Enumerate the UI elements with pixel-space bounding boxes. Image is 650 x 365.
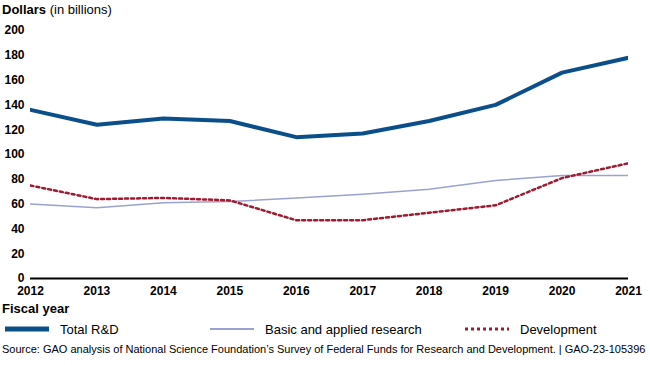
html-text:Fiscal year: Fiscal year: [2, 301, 70, 316]
html-text:Total R&D: Total R&D: [60, 321, 119, 337]
svg-text:80: 80: [11, 172, 25, 186]
svg-text:0: 0: [17, 271, 25, 286]
svg-text:20: 20: [11, 247, 25, 261]
svg-text:2017: 2017: [349, 284, 376, 298]
svg-text:120: 120: [4, 123, 24, 137]
svg-text:2014: 2014: [150, 284, 177, 298]
html-text:Development: Development: [520, 321, 597, 337]
svg-text:2013: 2013: [84, 284, 111, 298]
svg-text:200: 200: [4, 23, 24, 37]
html-text:Dollars (in billions): Dollars (in billions): [2, 2, 112, 17]
svg-text:2016: 2016: [283, 284, 310, 298]
svg-text:2012: 2012: [17, 284, 44, 298]
html-text:Source: GAO analysis of Nation: Source: GAO analysis of National Science…: [2, 343, 646, 355]
svg-text:180: 180: [4, 48, 24, 62]
svg-text:2020: 2020: [549, 284, 576, 298]
svg-text:160: 160: [4, 73, 24, 87]
svg-text:2021: 2021: [615, 284, 642, 298]
svg-text:40: 40: [11, 222, 25, 236]
svg-text:100: 100: [4, 147, 24, 161]
svg-text:60: 60: [11, 197, 25, 211]
svg-text:2015: 2015: [216, 284, 243, 298]
html-text:Basic and applied research: Basic and applied research: [265, 321, 422, 337]
svg-text:140: 140: [4, 98, 24, 112]
svg-text:2018: 2018: [416, 284, 443, 298]
svg-text:2019: 2019: [482, 284, 509, 298]
